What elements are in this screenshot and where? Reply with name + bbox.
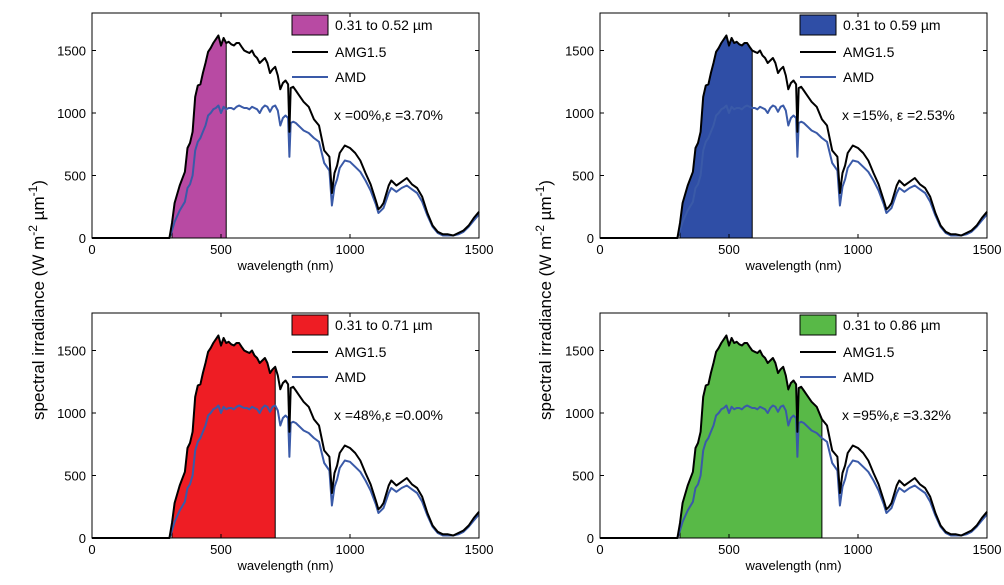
legend-label-fill: 0.31 to 0.86 µm	[843, 317, 941, 333]
amg15-series-line	[92, 34, 480, 239]
panel-bottom-right: 0 500 1000 1500 0 500 1000 1500 wavelength (nm) 0…	[565, 312, 1002, 573]
panel-top-right: 0 500 1000 1500 0 500 1000 1500 wavelength (nm) 0…	[565, 12, 1002, 273]
x-tick-label: 1000	[336, 242, 365, 257]
y-tick-label: 0	[79, 531, 86, 546]
legend-swatch-fill	[291, 14, 329, 36]
x-axis-label: wavelength (nm)	[236, 258, 333, 273]
panel-bottom-left: 0 500 1000 1500 0 500 1000 1500 wavelength (nm) 0…	[57, 312, 494, 573]
y-tick-label: 1500	[57, 344, 86, 359]
amd-series-line	[92, 404, 480, 539]
legend-label-amg15: AMG1.5	[843, 344, 895, 360]
legend-label-amd: AMD	[335, 69, 366, 85]
legend-swatch-fill	[291, 314, 329, 336]
legend-label-fill: 0.31 to 0.59 µm	[843, 17, 941, 33]
x-axis-label: wavelength (nm)	[236, 558, 333, 573]
legend-label-amg15: AMG1.5	[335, 44, 387, 60]
x-tick-label: 1500	[973, 242, 1002, 257]
x-tick-label: 0	[88, 542, 95, 557]
plot-frame	[91, 12, 480, 239]
y-tick-label: 1500	[565, 44, 594, 59]
x-tick-label: 1000	[844, 242, 873, 257]
x-tick-label: 0	[88, 242, 95, 257]
legend-swatch-fill	[799, 14, 837, 36]
y-axis-label-left: spectral irradiance (W m-2 µm-1)	[26, 180, 48, 420]
legend-label-fill: 0.31 to 0.52 µm	[335, 17, 433, 33]
y-axis-label-right: spectral irradiance (W m-2 µm-1)	[533, 180, 555, 420]
y-tick-label: 1000	[57, 406, 86, 421]
x-tick-label: 500	[210, 242, 232, 257]
y-tick-label: 0	[587, 531, 594, 546]
x-tick-label: 0	[596, 542, 603, 557]
y-tick-label: 1500	[565, 344, 594, 359]
y-tick-label: 1000	[565, 106, 594, 121]
y-tick-label: 0	[79, 231, 86, 246]
legend: 0.31 to 0.59 µm AMG1.5 AMD	[799, 14, 941, 85]
y-tick-label: 1000	[565, 406, 594, 421]
efficiency-annotation: x =95%,ε =3.32%	[842, 407, 951, 423]
amg15-series-line	[600, 334, 988, 539]
amd-series-line	[92, 104, 480, 239]
absorption-fill-area	[171, 34, 227, 239]
legend-label-amd: AMD	[843, 369, 874, 385]
absorption-fill-area	[679, 34, 753, 239]
x-axis-label: wavelength (nm)	[744, 258, 841, 273]
x-axis-label: wavelength (nm)	[744, 558, 841, 573]
y-tick-label: 500	[64, 169, 86, 184]
y-tick-label: 1500	[57, 44, 86, 59]
legend-swatch-fill	[799, 314, 837, 336]
efficiency-annotation: x =15%, ε =2.53%	[842, 107, 955, 123]
x-tick-label: 1000	[844, 542, 873, 557]
legend-label-amg15: AMG1.5	[335, 344, 387, 360]
legend-label-amg15: AMG1.5	[843, 44, 895, 60]
legend-label-fill: 0.31 to 0.71 µm	[335, 317, 433, 333]
y-tick-label: 500	[64, 469, 86, 484]
amd-series-line	[600, 104, 988, 239]
x-tick-label: 1000	[336, 542, 365, 557]
legend-label-amd: AMD	[843, 69, 874, 85]
y-tick-label: 500	[572, 169, 594, 184]
efficiency-annotation: x =00%,ε =3.70%	[334, 107, 443, 123]
absorption-fill-area	[171, 334, 276, 539]
efficiency-annotation: x =48%,ε =0.00%	[334, 407, 443, 423]
amg15-series-line	[600, 34, 988, 239]
amg15-series-line	[92, 334, 480, 539]
plot-frame	[91, 312, 480, 539]
plot-frame	[599, 12, 988, 239]
x-tick-label: 500	[210, 542, 232, 557]
legend: 0.31 to 0.71 µm AMG1.5 AMD	[291, 314, 433, 385]
panel-top-left: 0 500 1000 1500 0 500 1000 1500 wavelength (nm) 0…	[57, 12, 494, 273]
legend-label-amd: AMD	[335, 369, 366, 385]
absorption-fill-area	[679, 334, 823, 539]
x-tick-label: 1500	[465, 542, 494, 557]
x-tick-label: 0	[596, 242, 603, 257]
legend: 0.31 to 0.86 µm AMG1.5 AMD	[799, 314, 941, 385]
x-tick-label: 1500	[973, 542, 1002, 557]
plot-frame	[599, 312, 988, 539]
x-tick-label: 500	[718, 242, 740, 257]
legend: 0.31 to 0.52 µm AMG1.5 AMD	[291, 14, 433, 85]
y-tick-label: 1000	[57, 106, 86, 121]
x-tick-label: 1500	[465, 242, 494, 257]
y-tick-label: 0	[587, 231, 594, 246]
x-tick-label: 500	[718, 542, 740, 557]
y-tick-label: 500	[572, 469, 594, 484]
